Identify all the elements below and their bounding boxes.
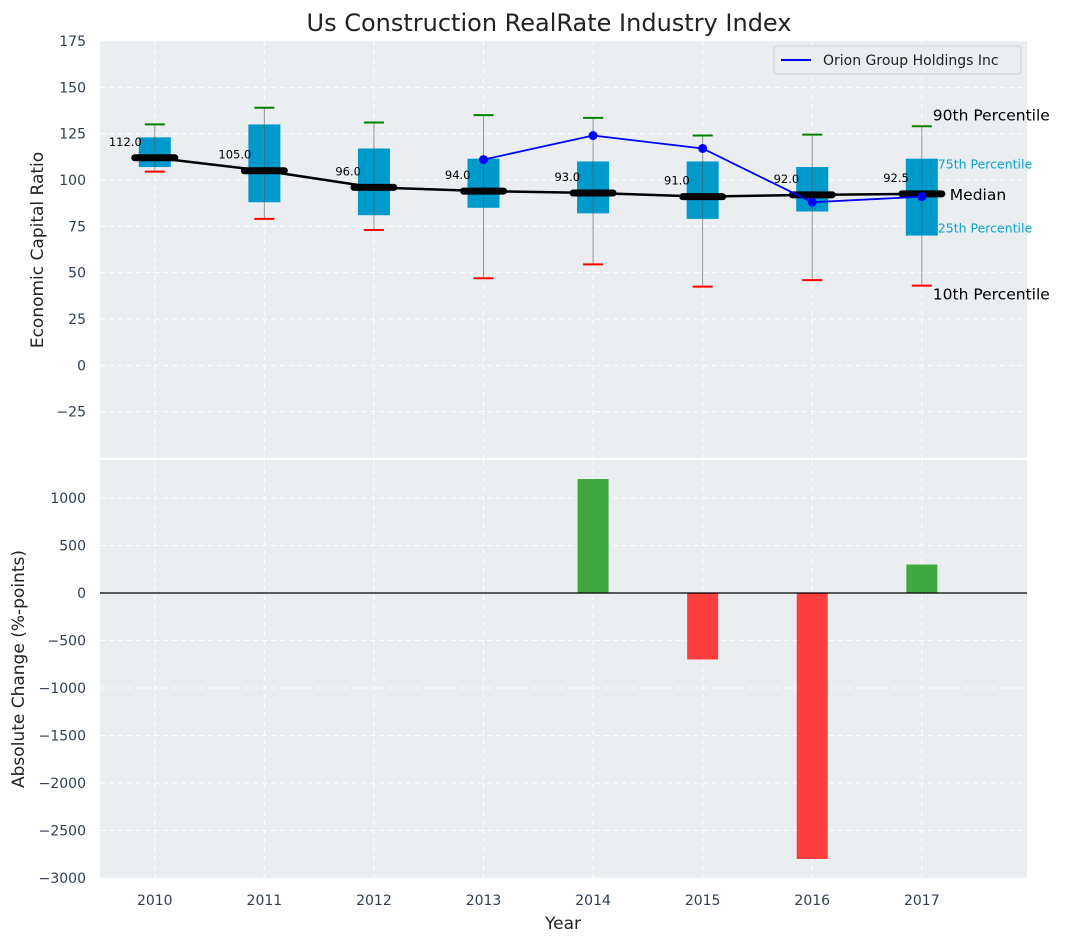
median-value-label: 96.0 [335, 164, 361, 178]
bottom-y-axis-label: Absolute Change (%-points) [9, 550, 29, 788]
top-y-tick-label: 75 [68, 219, 86, 235]
top-y-tick-label: −25 [56, 405, 86, 421]
top-y-tick-label: 150 [59, 80, 86, 96]
top-y-tick-label: 50 [68, 266, 86, 282]
orion-point [588, 131, 598, 141]
x-axis-label: Year [544, 914, 581, 934]
median-value-label: 93.0 [554, 170, 580, 184]
top-y-tick-label: 100 [59, 173, 86, 189]
legend-label-orion: Orion Group Holdings Inc [823, 53, 999, 69]
bottom-y-tick-label: 1000 [50, 491, 86, 507]
top-y-tick-label: 25 [68, 312, 86, 328]
median-value-label: 94.0 [445, 168, 471, 182]
box-plot-panel: −25 0 25 50 75 100 125 150 175 112.0 105.0 96.0 94.… [28, 34, 1050, 458]
orion-point [917, 192, 927, 202]
top-plot-background [100, 41, 1027, 458]
top-y-tick-label: 0 [77, 358, 86, 374]
p75-annotation: 75th Percentile [938, 157, 1033, 172]
x-tick-label: 2010 [137, 893, 173, 909]
x-tick-label: 2011 [247, 893, 283, 909]
bottom-y-tick-label: −3000 [39, 871, 86, 887]
bottom-y-tick-label: −2000 [39, 776, 86, 792]
change-bar [796, 593, 828, 859]
median-annotation: Median [950, 186, 1006, 204]
bottom-y-tick-label: −1500 [39, 729, 86, 745]
x-tick-label: 2013 [466, 893, 502, 909]
change-bar [577, 479, 609, 593]
orion-point [698, 143, 708, 153]
legend-box [773, 45, 1022, 75]
median-value-label: 92.0 [774, 172, 800, 186]
median-value-label: 91.0 [664, 174, 690, 188]
legend: Orion Group Holdings Inc [773, 45, 1022, 75]
p10-annotation: 10th Percentile [933, 286, 1050, 304]
change-bar [906, 564, 938, 593]
x-tick-label: 2012 [356, 893, 392, 909]
median-value-label: 92.5 [883, 171, 909, 185]
change-bar [687, 593, 719, 660]
bottom-plot-background [100, 460, 1027, 878]
orion-point [479, 155, 489, 165]
median-value-label: 105.0 [218, 148, 251, 162]
median-value-label: 112.0 [109, 135, 142, 149]
x-tick-label: 2015 [685, 893, 721, 909]
x-tick-label: 2014 [575, 893, 611, 909]
x-tick-label: 2017 [904, 893, 940, 909]
top-y-tick-label: 125 [59, 127, 86, 143]
top-y-tick-label: 175 [59, 34, 86, 50]
bar-chart-panel: −3000 −2500 −2000 −1500 −1000 −500 0 500 1000 20… [9, 460, 1027, 934]
chart-title: Us Construction RealRate Industry Index [307, 9, 792, 37]
orion-point [807, 197, 817, 207]
p25-annotation: 25th Percentile [938, 221, 1033, 236]
bottom-y-tick-label: 500 [59, 539, 86, 555]
x-tick-label: 2016 [794, 893, 830, 909]
p90-annotation: 90th Percentile [933, 106, 1050, 124]
bottom-y-tick-label: −2500 [39, 824, 86, 840]
bottom-y-tick-label: −1000 [39, 681, 86, 697]
bottom-y-tick-label: −500 [48, 634, 86, 650]
bottom-y-tick-label: 0 [77, 586, 86, 602]
top-y-axis-label: Economic Capital Ratio [28, 152, 48, 348]
